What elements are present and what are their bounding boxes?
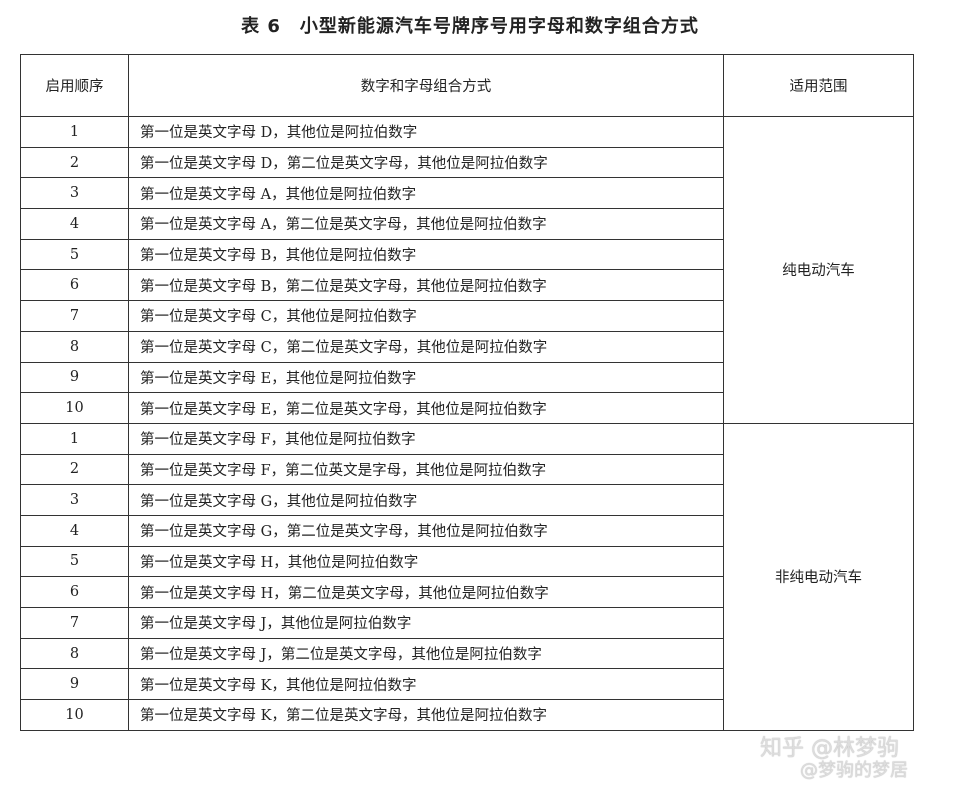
- scope-cell: 非纯电动汽车: [723, 422, 914, 731]
- order-cell: 6: [20, 576, 129, 608]
- table-row: 4 第一位是英文字母 A，第二位是英文字母，其他位是阿拉伯数字: [20, 208, 914, 240]
- table-row: 3 第一位是英文字母 A，其他位是阿拉伯数字: [20, 177, 914, 210]
- watermark-logo: 知乎 @林梦驹: [760, 736, 899, 761]
- table-row: 6 第一位是英文字母 B，第二位是英文字母，其他位是阿拉伯数字: [20, 269, 914, 302]
- order-cell: 8: [20, 330, 129, 363]
- order-cell: 1: [20, 422, 129, 455]
- table-row: 5 第一位是英文字母 B，其他位是阿拉伯数字: [20, 238, 914, 271]
- order-cell: 2: [20, 453, 129, 486]
- order-cell: 5: [20, 545, 129, 578]
- table-body: 1 第一位是英文字母 D，其他位是阿拉伯数字 纯电动汽车 2 第一位是英文字母 D，第二…: [20, 116, 914, 731]
- order-cell: 8: [20, 637, 129, 670]
- combination-cell: 第一位是英文字母 E，其他位是阿拉伯数字: [128, 361, 724, 394]
- combination-cell: 第一位是英文字母 J，第二位是英文字母，其他位是阿拉伯数字: [128, 637, 724, 670]
- table-row: 1 第一位是英文字母 F，其他位是阿拉伯数字 非纯电动汽车: [20, 422, 914, 731]
- combination-cell: 第一位是英文字母 D，第二位是英文字母，其他位是阿拉伯数字: [128, 146, 724, 179]
- header-order: 启用顺序: [20, 54, 129, 117]
- combination-cell: 第一位是英文字母 K，第二位是英文字母，其他位是阿拉伯数字: [128, 699, 724, 731]
- combination-cell: 第一位是英文字母 H，第二位是英文字母，其他位是阿拉伯数字: [128, 576, 724, 608]
- header-scope: 适用范围: [723, 54, 914, 117]
- plate-combination-table: 启用顺序 数字和字母组合方式 适用范围 1 第一位是英文字母 D，其他位是阿拉伯数…: [20, 54, 914, 731]
- combination-cell: 第一位是英文字母 F，其他位是阿拉伯数字: [128, 422, 724, 455]
- order-cell: 4: [20, 514, 129, 547]
- order-cell: 4: [20, 208, 129, 240]
- combination-cell: 第一位是英文字母 C，第二位是英文字母，其他位是阿拉伯数字: [128, 330, 724, 363]
- combination-cell: 第一位是英文字母 B，第二位是英文字母，其他位是阿拉伯数字: [128, 269, 724, 302]
- table-row: 3 第一位是英文字母 G，其他位是阿拉伯数字: [20, 484, 914, 516]
- combination-cell: 第一位是英文字母 D，其他位是阿拉伯数字: [128, 116, 724, 148]
- header-combination: 数字和字母组合方式: [128, 54, 724, 117]
- combination-cell: 第一位是英文字母 H，其他位是阿拉伯数字: [128, 545, 724, 578]
- order-cell: 7: [20, 607, 129, 639]
- table-row: 1 第一位是英文字母 D，其他位是阿拉伯数字 纯电动汽车: [20, 116, 914, 424]
- order-cell: 1: [20, 116, 129, 148]
- order-cell: 9: [20, 668, 129, 701]
- order-cell: 3: [20, 177, 129, 210]
- combination-cell: 第一位是英文字母 K，其他位是阿拉伯数字: [128, 668, 724, 701]
- order-cell: 10: [20, 392, 129, 424]
- watermark-account: @梦驹的梦居: [800, 760, 908, 781]
- table-row: 7 第一位是英文字母 J，其他位是阿拉伯数字: [20, 607, 914, 639]
- table-header-row: 启用顺序 数字和字母组合方式 适用范围: [20, 54, 914, 117]
- order-cell: 2: [20, 146, 129, 179]
- combination-cell: 第一位是英文字母 F，第二位英文是字母，其他位是阿拉伯数字: [128, 453, 724, 486]
- table-row: 9 第一位是英文字母 E，其他位是阿拉伯数字: [20, 361, 914, 394]
- order-cell: 9: [20, 361, 129, 394]
- table-row: 7 第一位是英文字母 C，其他位是阿拉伯数字: [20, 300, 914, 332]
- combination-cell: 第一位是英文字母 A，第二位是英文字母，其他位是阿拉伯数字: [128, 208, 724, 240]
- table-row: 10 第一位是英文字母 E，第二位是英文字母，其他位是阿拉伯数字: [20, 392, 914, 424]
- order-cell: 7: [20, 300, 129, 332]
- table-title: 表 6 小型新能源汽车号牌序号用字母和数字组合方式: [241, 16, 699, 37]
- scope-cell: 纯电动汽车: [723, 116, 914, 424]
- combination-cell: 第一位是英文字母 G，其他位是阿拉伯数字: [128, 484, 724, 516]
- table-row: 8 第一位是英文字母 J，第二位是英文字母，其他位是阿拉伯数字: [20, 637, 914, 670]
- order-cell: 6: [20, 269, 129, 302]
- table-row: 10 第一位是英文字母 K，第二位是英文字母，其他位是阿拉伯数字: [20, 699, 914, 731]
- combination-cell: 第一位是英文字母 A，其他位是阿拉伯数字: [128, 177, 724, 210]
- combination-cell: 第一位是英文字母 B，其他位是阿拉伯数字: [128, 238, 724, 271]
- order-cell: 10: [20, 699, 129, 731]
- order-cell: 3: [20, 484, 129, 516]
- combination-cell: 第一位是英文字母 C，其他位是阿拉伯数字: [128, 300, 724, 332]
- table-row: 8 第一位是英文字母 C，第二位是英文字母，其他位是阿拉伯数字: [20, 330, 914, 363]
- combination-cell: 第一位是英文字母 G，第二位是英文字母，其他位是阿拉伯数字: [128, 514, 724, 547]
- order-cell: 5: [20, 238, 129, 271]
- table-row: 5 第一位是英文字母 H，其他位是阿拉伯数字: [20, 545, 914, 578]
- combination-cell: 第一位是英文字母 J，其他位是阿拉伯数字: [128, 607, 724, 639]
- table-row: 2 第一位是英文字母 F，第二位英文是字母，其他位是阿拉伯数字: [20, 453, 914, 486]
- combination-cell: 第一位是英文字母 E，第二位是英文字母，其他位是阿拉伯数字: [128, 392, 724, 424]
